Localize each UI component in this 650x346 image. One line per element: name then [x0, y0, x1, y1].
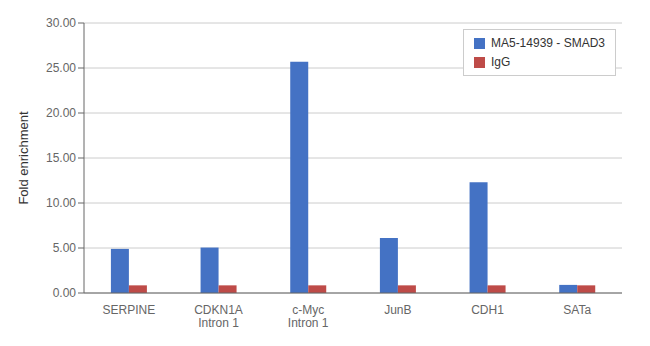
svg-text:20.00: 20.00 — [46, 106, 76, 120]
html-text:IgG: IgG — [491, 55, 511, 69]
svg-text:30.00: 30.00 — [46, 16, 76, 30]
svg-text:15.00: 15.00 — [46, 151, 76, 165]
svg-text:JunB: JunB — [384, 303, 411, 317]
html-text:MA5-14939 - SMAD3: MA5-14939 - SMAD3 — [491, 36, 605, 50]
svg-text:CDKN1AIntron 1: CDKN1AIntron 1 — [194, 303, 243, 331]
svg-text:25.00: 25.00 — [46, 61, 76, 75]
svg-text:Fold enrichment: Fold enrichment — [16, 111, 31, 205]
svg-text:5.00: 5.00 — [53, 241, 77, 255]
svg-text:CDH1: CDH1 — [471, 303, 504, 317]
svg-text:c-MycIntron 1: c-MycIntron 1 — [288, 303, 329, 331]
svg-text:10.00: 10.00 — [46, 196, 76, 210]
svg-text:SERPINE: SERPINE — [102, 303, 155, 317]
svg-text:SATa: SATa — [563, 303, 591, 317]
svg-text:0.00: 0.00 — [53, 286, 77, 300]
